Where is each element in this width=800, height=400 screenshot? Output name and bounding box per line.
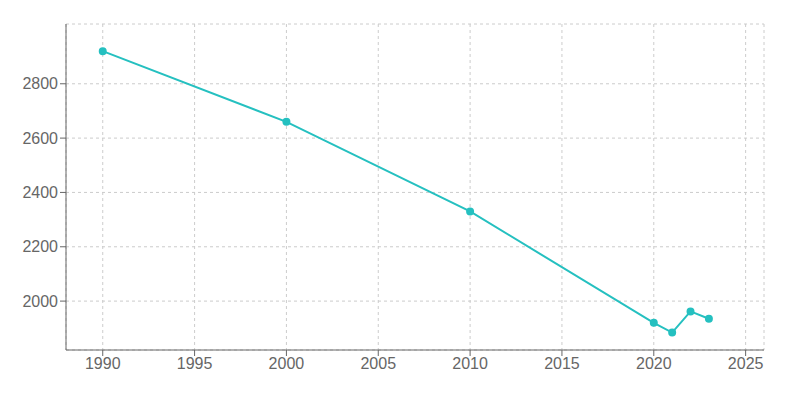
svg-text:2000: 2000 xyxy=(269,355,305,372)
svg-text:2800: 2800 xyxy=(22,75,58,92)
svg-text:2200: 2200 xyxy=(22,238,58,255)
svg-text:1990: 1990 xyxy=(85,355,121,372)
svg-text:1995: 1995 xyxy=(177,355,213,372)
svg-text:2015: 2015 xyxy=(544,355,580,372)
svg-text:2600: 2600 xyxy=(22,130,58,147)
svg-text:2400: 2400 xyxy=(22,184,58,201)
svg-text:2000: 2000 xyxy=(22,293,58,310)
svg-text:2010: 2010 xyxy=(452,355,488,372)
svg-text:2025: 2025 xyxy=(728,355,764,372)
svg-text:2020: 2020 xyxy=(636,355,672,372)
svg-text:2005: 2005 xyxy=(360,355,396,372)
